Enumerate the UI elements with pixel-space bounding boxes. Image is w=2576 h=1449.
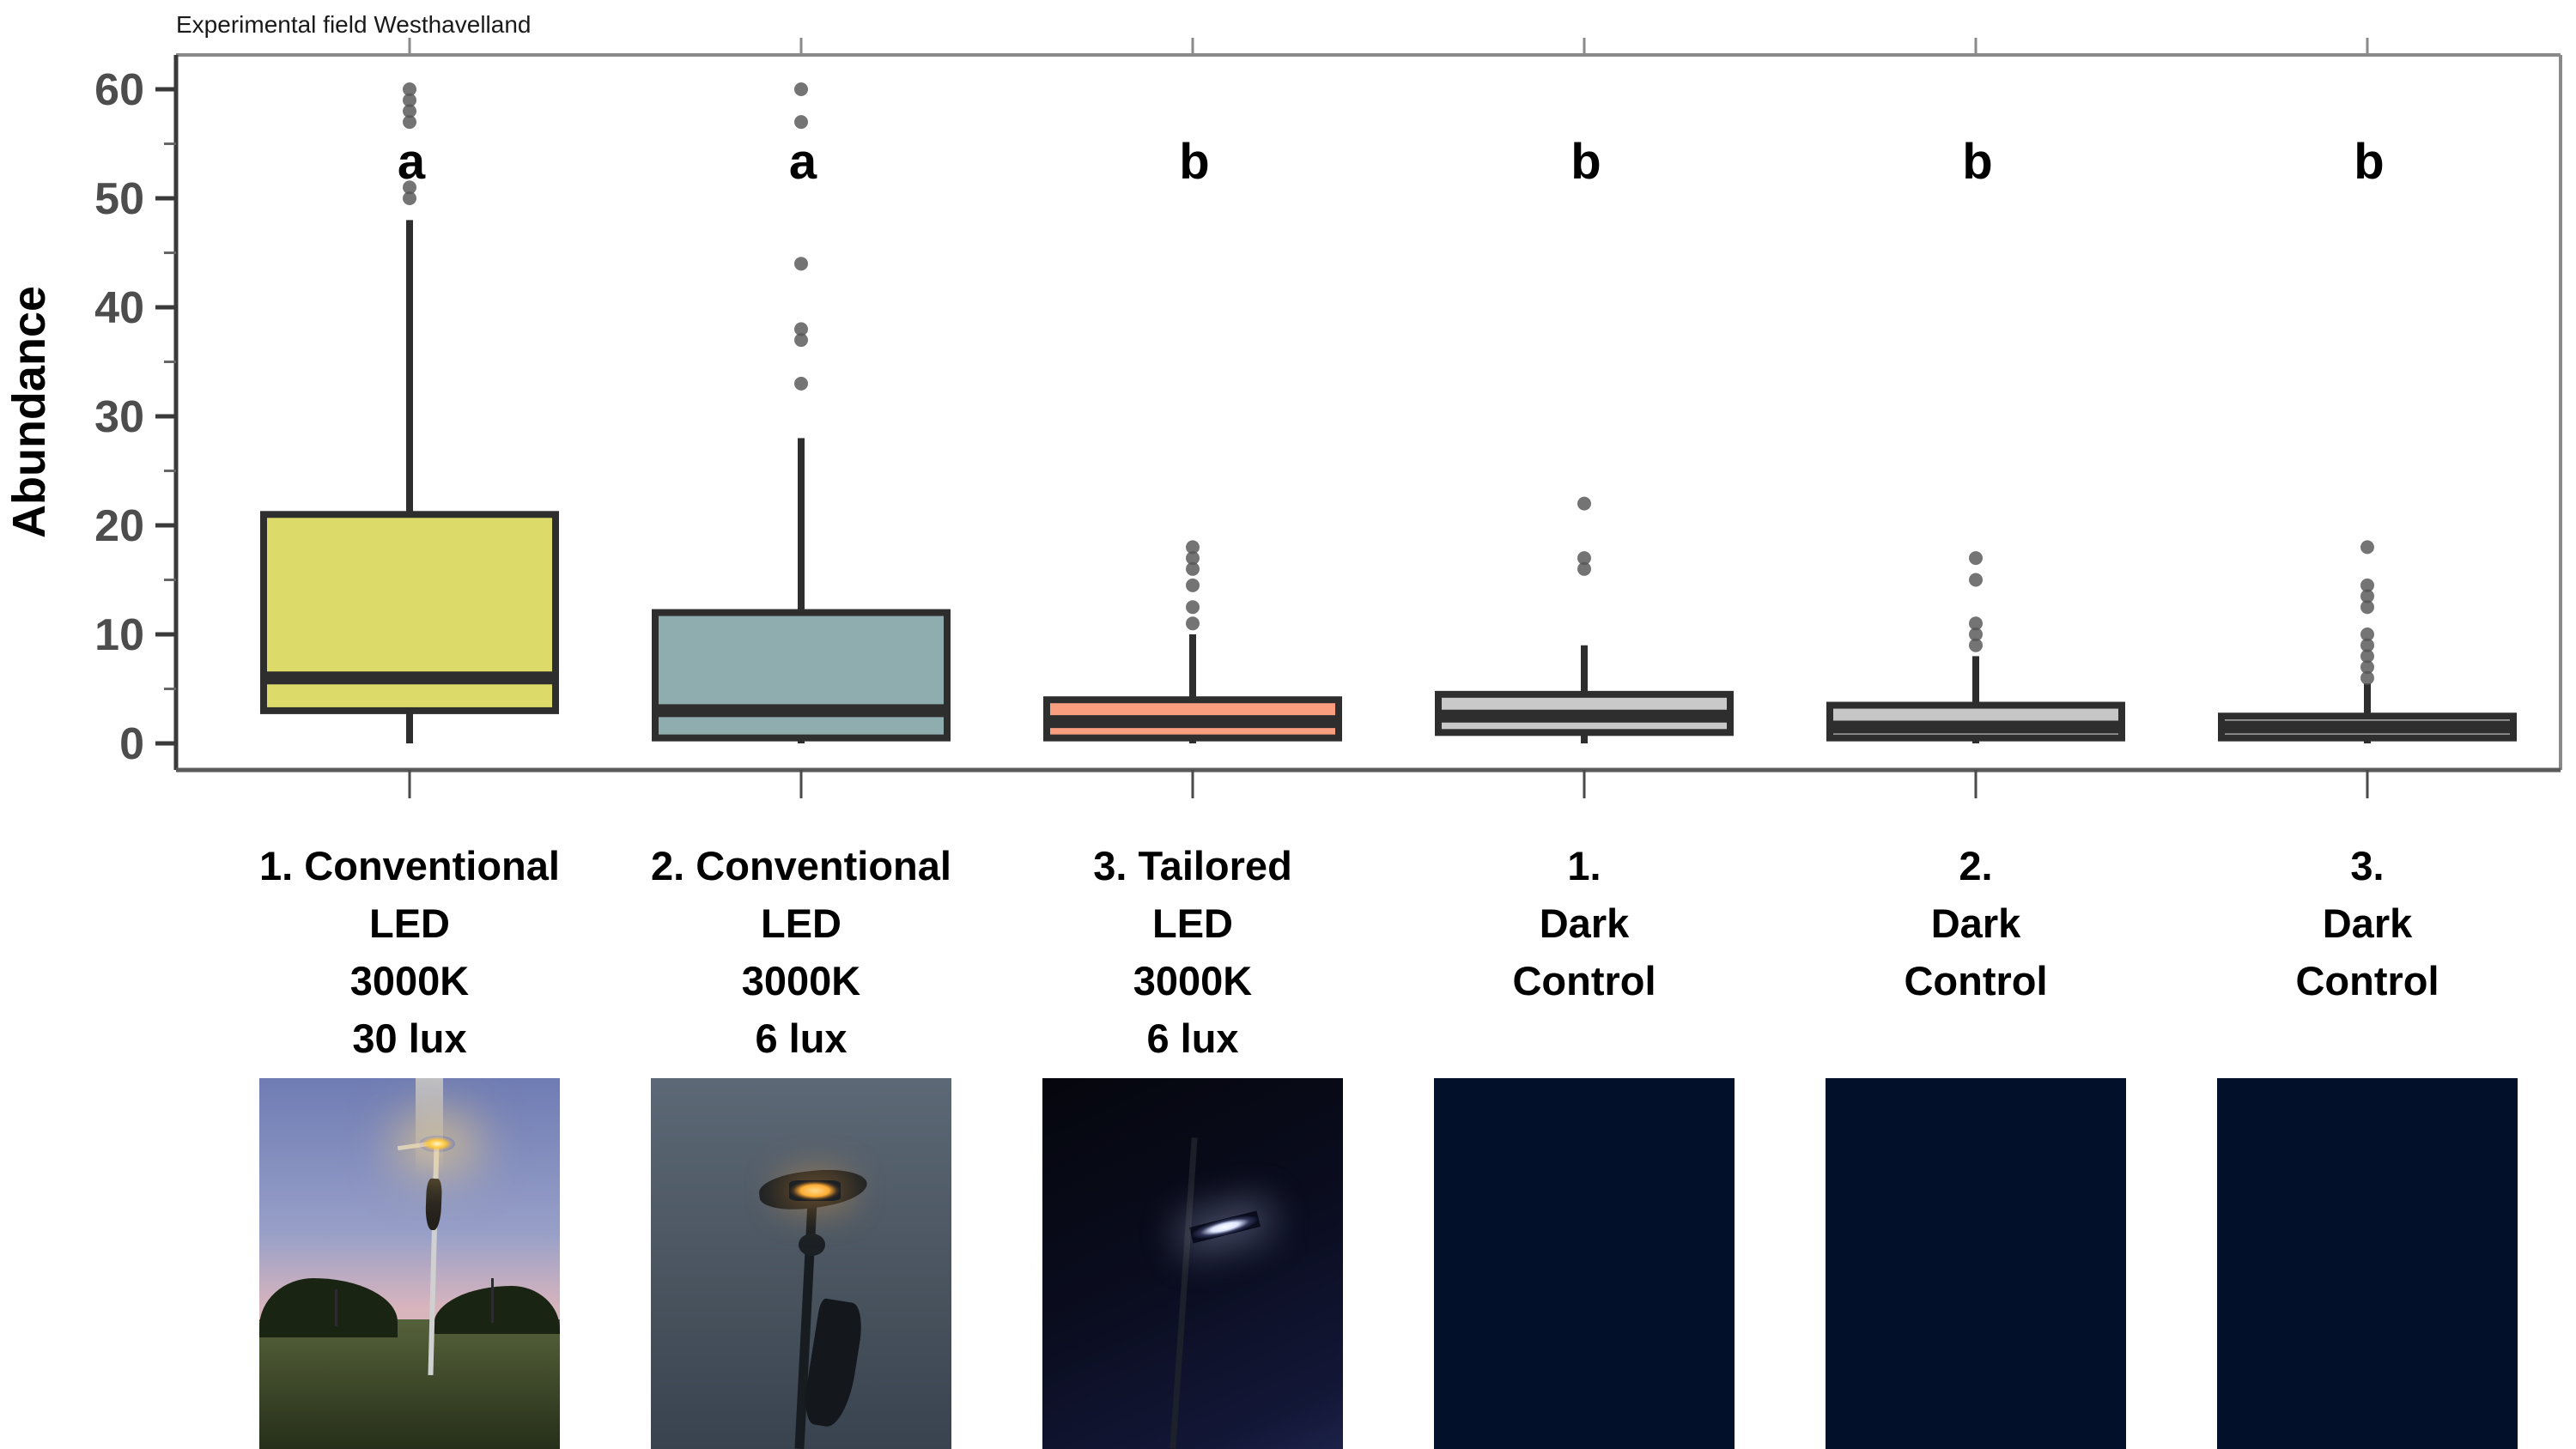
photo-part-grass: [259, 1319, 560, 1449]
photo-part-glow: [789, 1179, 841, 1201]
photo-part-sky: [2217, 1078, 2518, 1449]
tailored-led-night-photo: [1042, 1078, 1343, 1449]
x-label-group-2: 2. Conventional LED 3000K 6 lux: [603, 837, 999, 1067]
dark-control-image-3: [2217, 1078, 2518, 1449]
boxplot-panel: Experimental field Westhavelland Abundanc…: [3, 11, 2562, 798]
y-tick-label: 60: [94, 65, 144, 115]
outlier-point: [1969, 616, 1983, 631]
outlier-point: [1969, 551, 1983, 566]
photo-part-lamp: [418, 1135, 455, 1153]
photo-part-sky: [1434, 1078, 1735, 1449]
x-label-line: Dark: [2322, 900, 2413, 946]
outlier-point: [2360, 578, 2374, 592]
significance-letter-3: b: [1179, 134, 1209, 190]
outlier-point: [794, 115, 808, 130]
x-label-group-4: 1. Dark Control: [1386, 837, 1783, 1009]
outlier-point: [403, 93, 416, 107]
x-label-line: Dark: [1539, 900, 1630, 946]
outlier-point: [1577, 561, 1591, 576]
outlier-point: [1186, 616, 1200, 631]
outlier-point: [794, 82, 808, 96]
photo-part-far2: [490, 1278, 494, 1324]
x-label-line: Control: [2295, 958, 2439, 1003]
outlier-point: [1186, 600, 1200, 615]
outlier-point: [794, 376, 808, 391]
significance-letter-6: b: [2354, 134, 2384, 190]
led-streetlamp-closeup-photo: [651, 1078, 951, 1449]
x-label-line: 1.: [1567, 843, 1601, 888]
outlier-point: [2360, 649, 2374, 664]
photo-part-sensor: [798, 1234, 825, 1257]
photo-part-sky: [1042, 1078, 1343, 1449]
outlier-point: [2360, 660, 2374, 675]
outlier-point: [2360, 600, 2374, 615]
outlier-point: [794, 257, 808, 271]
x-label-group-6: 3. Dark Control: [2169, 837, 2566, 1009]
x-label-line: 3000K: [1133, 958, 1253, 1003]
significance-letter-2: a: [789, 134, 817, 190]
significance-letter-4: b: [1571, 134, 1601, 190]
significance-letter-5: b: [1962, 134, 1992, 190]
outlier-point: [1969, 627, 1983, 641]
outlier-point: [2360, 638, 2374, 652]
x-label-line: 3000K: [741, 958, 861, 1003]
outlier-point: [794, 333, 808, 348]
outlier-point: [1969, 638, 1983, 652]
dark-control-image-1: [1434, 1078, 1735, 1449]
x-label-group-5: 2. Dark Control: [1777, 837, 2174, 1009]
x-label-line: 6 lux: [755, 1016, 848, 1061]
outlier-point: [794, 322, 808, 336]
y-tick-label: 40: [94, 283, 144, 333]
significance-letter-1: a: [398, 134, 426, 190]
outlier-point: [1186, 540, 1200, 555]
dark-control-image-2: [1826, 1078, 2126, 1449]
x-label-group-3: 3. Tailored LED 3000K 6 lux: [994, 837, 1391, 1067]
x-label-line: 3. Tailored: [1093, 843, 1292, 888]
photo-part-sky: [1826, 1078, 2126, 1449]
photo-part-far1: [334, 1289, 337, 1327]
outlier-point: [1186, 551, 1200, 566]
outlier-point: [2360, 540, 2374, 555]
x-label-group-1: 1. Conventional LED 3000K 30 lux: [211, 837, 608, 1067]
x-label-line: LED: [761, 900, 841, 946]
y-tick-label: 10: [94, 610, 144, 660]
outlier-point: [1577, 496, 1591, 511]
x-label-line: LED: [1152, 900, 1233, 946]
y-tick-label: 0: [119, 719, 144, 769]
x-label-line: Dark: [1930, 900, 2021, 946]
x-label-line: 3000K: [349, 958, 470, 1003]
outlier-point: [403, 180, 416, 195]
x-label-line: 2. Conventional: [651, 843, 951, 888]
outlier-point: [403, 82, 416, 96]
outlier-point: [1969, 573, 1983, 587]
y-tick-label: 30: [94, 392, 144, 442]
outlier-point: [403, 115, 416, 130]
outlier-point: [1186, 578, 1200, 592]
outlier-point: [1577, 551, 1591, 566]
outlier-point: [403, 191, 416, 205]
x-label-line: 3.: [2350, 843, 2385, 888]
x-label-line: Control: [1904, 958, 2048, 1003]
x-label-line: Control: [1512, 958, 1656, 1003]
y-axis-label: Abundance: [3, 286, 55, 538]
outlier-point: [403, 104, 416, 118]
x-label-line: LED: [369, 900, 450, 946]
y-tick-label: 20: [94, 501, 144, 551]
x-label-line: 2.: [1959, 843, 1993, 888]
outlier-point: [2360, 589, 2374, 603]
x-label-line: 30 lux: [352, 1016, 467, 1061]
streetlight-at-dusk-photo: [259, 1078, 560, 1449]
y-tick-label: 50: [94, 174, 144, 224]
outlier-point: [1186, 561, 1200, 576]
x-label-line: 1. Conventional: [259, 843, 560, 888]
x-axis-labels: 1. Conventional LED 3000K 30 lux 2. Conventi…: [0, 0, 2576, 1061]
outlier-point: [2360, 627, 2374, 641]
outlier-point: [2360, 670, 2374, 685]
x-label-line: 6 lux: [1146, 1016, 1239, 1061]
chart-title: Experimental field Westhavelland: [176, 11, 531, 38]
